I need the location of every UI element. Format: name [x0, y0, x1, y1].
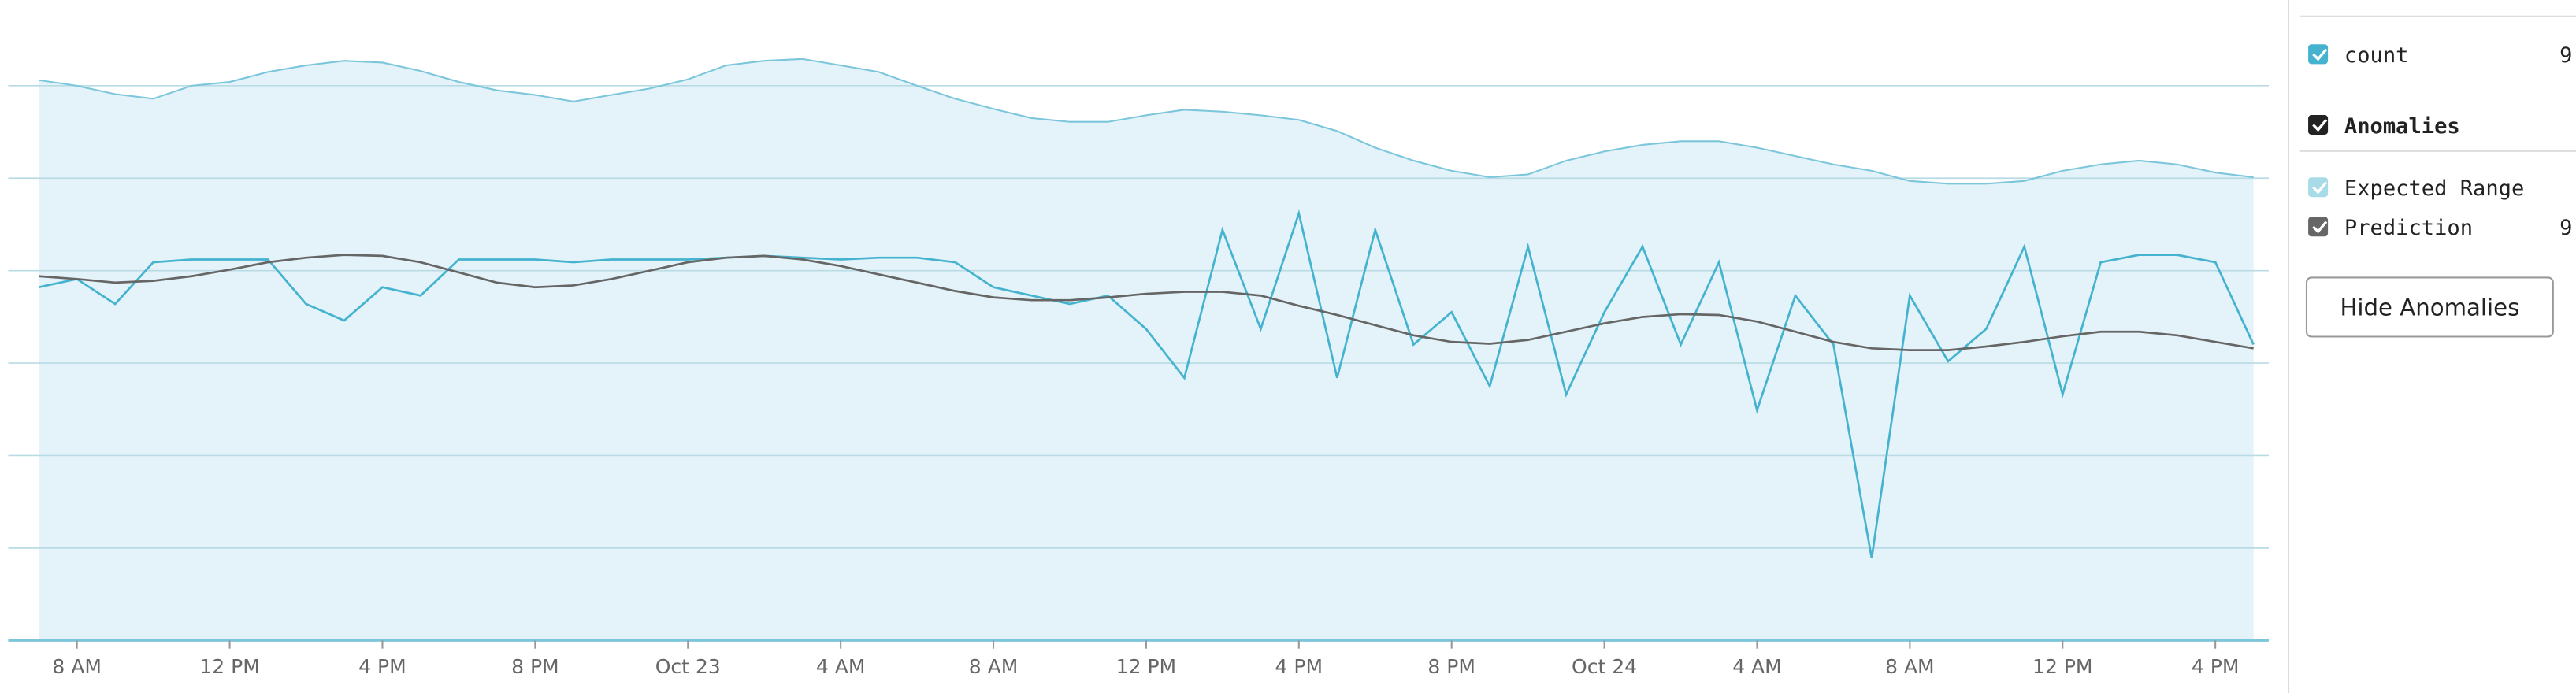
check	[2312, 220, 2328, 234]
sidebar-bg	[2288, 0, 2576, 693]
x-tick-label: Oct 24	[1572, 655, 1637, 678]
checkbox[interactable]	[2308, 114, 2329, 135]
checkbox[interactable]	[2308, 217, 2329, 237]
x-tick-label: 8 AM	[969, 655, 1019, 678]
line	[38, 209, 2255, 559]
check	[2312, 181, 2328, 195]
x-tick-label: 4 AM	[816, 655, 866, 678]
x-tick-label: 8 AM	[1885, 655, 1935, 678]
button-label[interactable]: Hide Anomalies	[2340, 294, 2519, 321]
x-tick-label: 8 PM	[511, 655, 559, 678]
checkbox[interactable]	[2308, 177, 2329, 198]
legend-label: Expected Range	[2344, 176, 2524, 201]
button[interactable]	[2305, 276, 2554, 338]
line	[39, 254, 2254, 351]
x-tick-label: 4 PM	[358, 655, 406, 678]
x-tick-label: 12 PM	[2032, 655, 2092, 678]
x-tick-label: 4 PM	[1275, 655, 1323, 678]
x-tick-label: 8 AM	[52, 655, 102, 678]
area	[39, 58, 2254, 641]
x-tick-label: Oct 23	[655, 655, 721, 678]
group-label: Anomalies	[2344, 114, 2460, 139]
x-tick-label: 8 PM	[1427, 655, 1475, 678]
plot: 8 AM 12 PM 4 PM 8 PM Oct 23 4 AM 8 AM 12 PM 4 PM…	[8, 57, 2270, 678]
x-tick-label: 4 AM	[1732, 655, 1782, 678]
x-tick-label: 12 PM	[1116, 655, 1176, 678]
legend-value: 9	[2559, 216, 2572, 240]
check	[2312, 119, 2328, 132]
range-line	[39, 57, 2254, 185]
x-tick-label: 4 PM	[2192, 655, 2240, 678]
legend-label: Prediction	[2344, 216, 2473, 240]
legend-label: count	[2344, 43, 2409, 68]
checkbox[interactable]	[2308, 44, 2329, 65]
x-tick-label: 12 PM	[199, 655, 259, 678]
legend-value: 9	[2559, 43, 2572, 68]
check	[2312, 48, 2328, 61]
sidebar: count 9 Anomalies Expected Range Predict…	[2288, 0, 2576, 693]
